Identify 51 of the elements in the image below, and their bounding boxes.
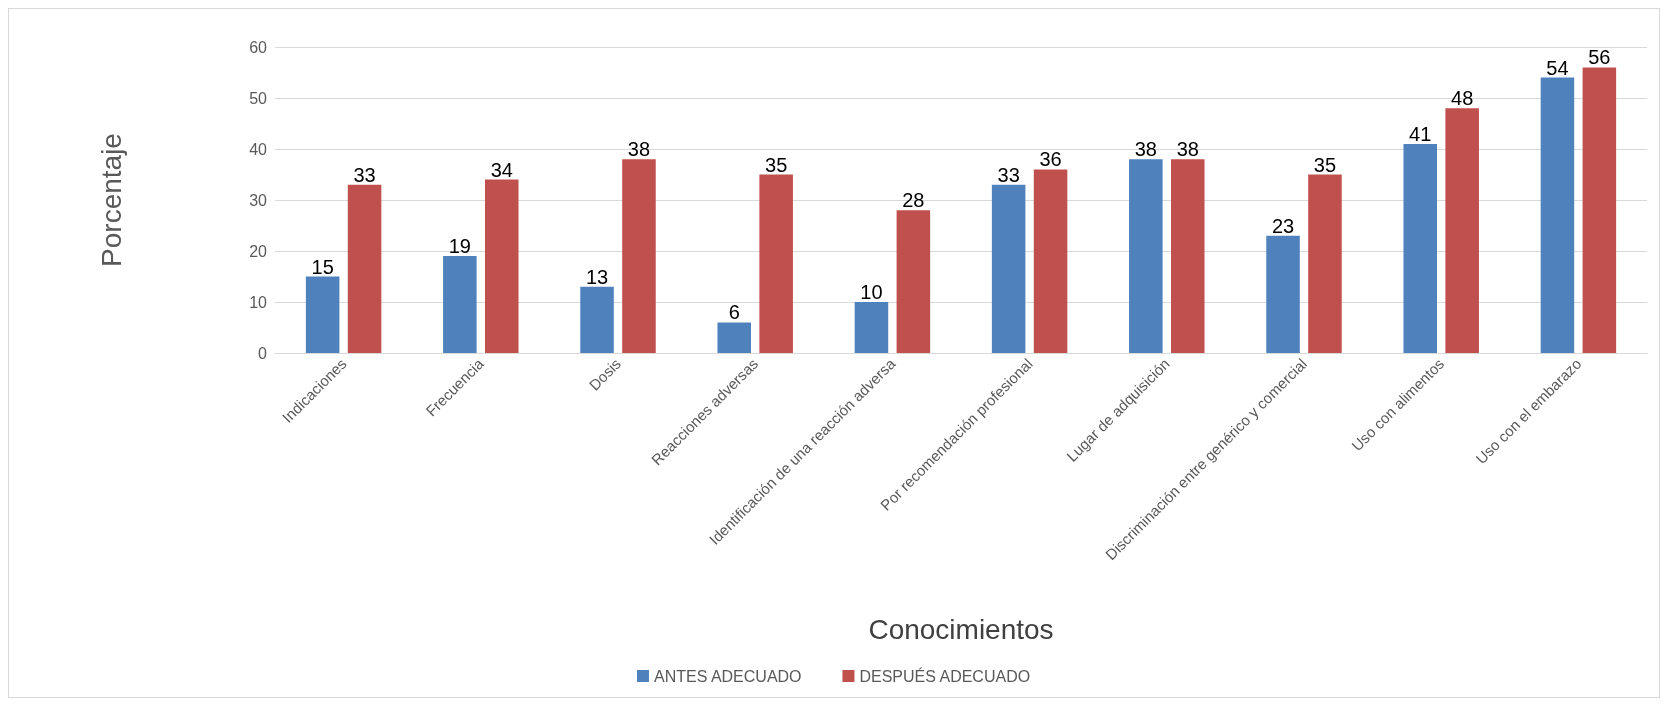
data-label: 33: [997, 163, 1020, 186]
data-label: 23: [1271, 214, 1295, 237]
y-tick-label: 0: [258, 344, 268, 362]
y-tick-label: 50: [249, 89, 268, 107]
bar: [854, 302, 889, 353]
bar: [1170, 159, 1205, 353]
data-label: 35: [1313, 153, 1337, 176]
data-label: 34: [490, 158, 513, 181]
x-axis-title: Conocimientos: [868, 613, 1054, 645]
data-label: 38: [1134, 138, 1157, 161]
bar: [443, 256, 477, 353]
data-label: 48: [1451, 87, 1474, 110]
data-label: 56: [1588, 46, 1611, 69]
data-label: 6: [728, 301, 740, 324]
data-label: 19: [448, 235, 471, 258]
y-axis-title: Porcentaje: [95, 133, 127, 267]
data-label: 35: [765, 153, 788, 176]
bar: [305, 276, 340, 353]
data-label: 33: [353, 163, 376, 186]
data-label: 15: [311, 255, 334, 278]
data-label: 38: [1176, 138, 1199, 161]
bar: [1308, 174, 1342, 353]
bar: [347, 184, 382, 353]
bar: [622, 159, 656, 353]
data-label: 41: [1409, 122, 1432, 145]
data-label: 10: [860, 281, 883, 303]
bar: [717, 322, 752, 353]
bar: [1033, 169, 1068, 353]
y-tick-label: 60: [249, 38, 268, 56]
y-tick-label: 40: [249, 140, 268, 158]
bar: [1403, 143, 1438, 353]
bar: [759, 174, 793, 353]
data-label: 13: [585, 265, 609, 288]
bar: [896, 210, 931, 353]
bar: [991, 184, 1026, 353]
y-tick-label: 30: [249, 191, 268, 209]
data-label: 38: [627, 138, 651, 161]
data-label: 36: [1039, 148, 1062, 171]
bar: [1445, 108, 1479, 353]
data-label: 54: [1546, 56, 1569, 79]
legend-label: ANTES ADECUADO: [653, 667, 802, 685]
bar: [1266, 235, 1300, 353]
legend-label: DESPUÉS ADECUADO: [859, 666, 1031, 685]
y-tick-label: 20: [249, 242, 268, 260]
bar: [1540, 77, 1575, 353]
bar: [580, 286, 614, 353]
y-tick-label: 10: [249, 293, 268, 311]
data-label: 28: [902, 189, 925, 212]
bar: [1129, 159, 1163, 353]
bar: [484, 179, 519, 353]
bar: [1582, 67, 1617, 353]
